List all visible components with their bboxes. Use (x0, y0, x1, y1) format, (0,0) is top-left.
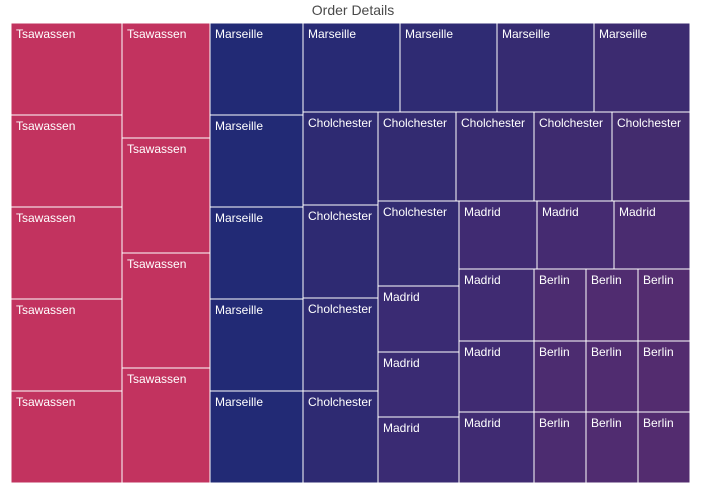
treemap-cell-label: Berlin (643, 416, 674, 430)
treemap-cell-label: Madrid (383, 356, 420, 370)
treemap-cell-label: Madrid (619, 205, 656, 219)
treemap-cell-label: Cholchester (308, 302, 372, 316)
treemap-cell-label: Berlin (643, 345, 674, 359)
treemap-cell-cholchester[interactable] (377, 200, 460, 287)
treemap-cell-label: Cholchester (308, 395, 372, 409)
treemap-cell-label: Cholchester (308, 209, 372, 223)
treemap-cell-label: Berlin (539, 345, 570, 359)
treemap-cell-berlin[interactable] (637, 268, 691, 342)
treemap-cell-label: Tsawassen (16, 119, 75, 133)
treemap-cell-berlin[interactable] (585, 340, 639, 413)
chart-title: Order Details (311, 2, 395, 18)
treemap-cell-label: Tsawassen (16, 211, 75, 225)
treemap-cell-marseille[interactable] (209, 298, 304, 392)
treemap-cell-madrid[interactable] (458, 340, 535, 413)
treemap-cell-tsawassen[interactable] (121, 252, 211, 369)
treemap-cell-label: Madrid (464, 416, 501, 430)
treemap-cell-tsawassen[interactable] (121, 367, 211, 484)
treemap-cell-label: Cholchester (308, 116, 372, 130)
treemap-cell-marseille[interactable] (593, 22, 691, 113)
treemap-cell-tsawassen[interactable] (121, 22, 211, 139)
treemap-cell-label: Madrid (383, 290, 420, 304)
treemap-cell-label: Tsawassen (127, 142, 186, 156)
treemap-cell-label: Tsawassen (127, 27, 186, 41)
treemap-cell-madrid[interactable] (377, 416, 460, 484)
treemap-cell-madrid[interactable] (377, 351, 460, 418)
treemap-cell-berlin[interactable] (533, 411, 587, 484)
treemap-cell-label: Marseille (502, 27, 550, 41)
treemap-cell-madrid[interactable] (536, 200, 615, 270)
treemap-cell-label: Berlin (591, 416, 622, 430)
treemap-cell-label: Madrid (383, 421, 420, 435)
treemap-cell-tsawassen[interactable] (121, 137, 211, 254)
treemap-cell-label: Tsawassen (16, 303, 75, 317)
treemap-cell-label: Marseille (599, 27, 647, 41)
treemap-cell-label: Marseille (308, 27, 356, 41)
treemap-cell-tsawassen[interactable] (10, 390, 123, 484)
treemap-cell-cholchester[interactable] (611, 111, 691, 202)
treemap-cell-label: Cholchester (383, 205, 447, 219)
treemap-cell-label: Cholchester (617, 116, 681, 130)
treemap-cell-label: Tsawassen (16, 395, 75, 409)
treemap-cell-label: Marseille (405, 27, 453, 41)
treemap-cell-label: Marseille (215, 303, 263, 317)
treemap-cell-label: Cholchester (539, 116, 603, 130)
treemap-cell-label: Berlin (591, 345, 622, 359)
treemap-cell-label: Marseille (215, 395, 263, 409)
treemap-cell-label: Berlin (539, 273, 570, 287)
treemap-cell-label: Cholchester (383, 116, 447, 130)
treemap-cell-madrid[interactable] (377, 285, 460, 353)
treemap-cell-label: Berlin (591, 273, 622, 287)
treemap-cell-label: Berlin (643, 273, 674, 287)
treemap-cell-berlin[interactable] (637, 340, 691, 413)
treemap-cell-label: Berlin (539, 416, 570, 430)
treemap-cell-label: Tsawassen (16, 27, 75, 41)
treemap-cell-marseille[interactable] (302, 22, 401, 113)
treemap-cell-label: Tsawassen (127, 372, 186, 386)
treemap-cell-madrid[interactable] (458, 411, 535, 484)
treemap-cell-label: Marseille (215, 211, 263, 225)
treemap-cell-marseille[interactable] (209, 206, 304, 300)
treemap-cell-madrid[interactable] (458, 268, 535, 342)
treemap-cell-label: Marseille (215, 119, 263, 133)
treemap-cell-cholchester[interactable] (302, 390, 379, 484)
treemap-cell-cholchester[interactable] (533, 111, 613, 202)
treemap-cell-berlin[interactable] (585, 268, 639, 342)
treemap-cell-berlin[interactable] (585, 411, 639, 484)
treemap-cell-cholchester[interactable] (455, 111, 535, 202)
treemap-cell-cholchester[interactable] (302, 111, 379, 206)
treemap-cell-label: Marseille (215, 27, 263, 41)
treemap-cell-marseille[interactable] (209, 390, 304, 484)
treemap-cell-berlin[interactable] (637, 411, 691, 484)
treemap-cell-label: Cholchester (461, 116, 525, 130)
treemap-cell-label: Madrid (464, 273, 501, 287)
treemap-cell-tsawassen[interactable] (10, 298, 123, 392)
treemap-cell-marseille[interactable] (209, 114, 304, 208)
treemap-cell-berlin[interactable] (533, 268, 587, 342)
treemap-cell-label: Madrid (464, 345, 501, 359)
treemap-cell-label: Tsawassen (127, 257, 186, 271)
treemap-cell-label: Madrid (464, 205, 501, 219)
treemap-cell-madrid[interactable] (458, 200, 538, 270)
treemap-cell-label: Madrid (542, 205, 579, 219)
